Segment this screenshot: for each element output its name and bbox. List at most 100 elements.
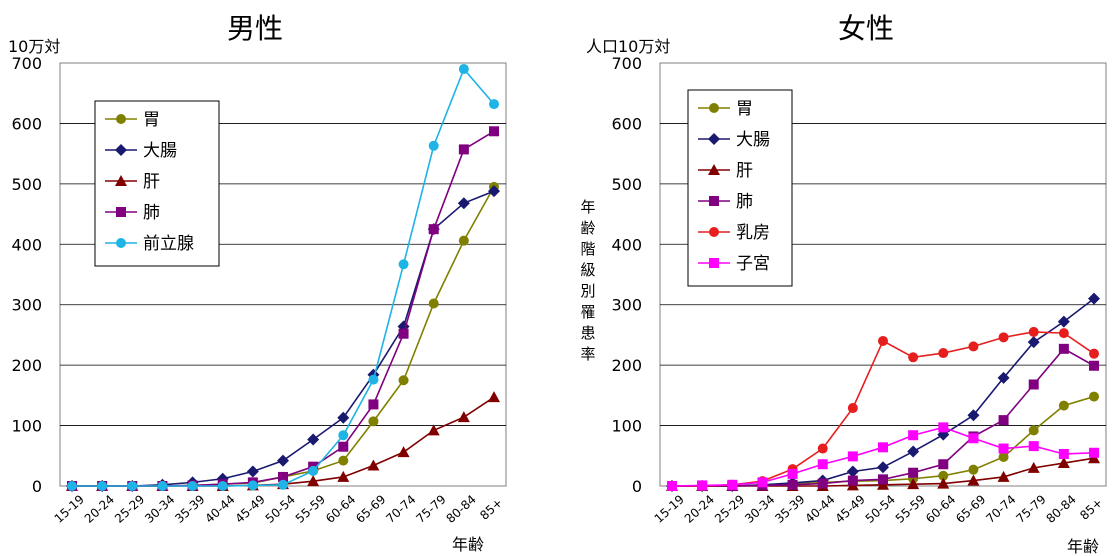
data-point xyxy=(458,235,469,246)
data-point xyxy=(1057,457,1070,469)
y-axis-vertical-char: 階 xyxy=(580,240,595,258)
data-point xyxy=(307,433,320,446)
y-tick-label: 700 xyxy=(611,54,642,73)
legend-box xyxy=(687,89,793,287)
legend-label: 胃 xyxy=(736,99,753,119)
data-point xyxy=(247,480,258,491)
data-point xyxy=(938,459,949,470)
data-point xyxy=(1089,391,1099,402)
legend-item: 大腸 xyxy=(105,141,177,161)
data-point xyxy=(1058,328,1069,339)
data-point xyxy=(787,468,798,479)
legend-item: 大腸 xyxy=(698,130,770,150)
data-point xyxy=(489,99,499,110)
y-axis-vertical-char: 年 xyxy=(580,198,595,216)
y-tick-label: 200 xyxy=(611,356,642,375)
y-tick-label: 100 xyxy=(611,417,642,436)
legend-label: 乳房 xyxy=(736,223,770,243)
data-point xyxy=(908,430,919,441)
legend-marker xyxy=(709,227,719,237)
x-tick-label: 65-69 xyxy=(953,492,988,526)
data-point xyxy=(1057,315,1070,328)
data-point xyxy=(338,430,349,441)
plot-area: 0 100 200 300 400 500 600 700 15-1920-2425-2930-… xyxy=(611,54,1107,526)
data-point xyxy=(1028,441,1039,452)
data-point xyxy=(277,454,289,467)
y-unit-label: 10万対 xyxy=(8,37,60,56)
legend-label: 子宮 xyxy=(736,254,770,274)
series-前立腺 xyxy=(67,64,499,491)
y-tick-label: 0 xyxy=(632,477,642,496)
x-tick-label: 80-84 xyxy=(1044,492,1079,526)
y-unit-label: 人口10万対 xyxy=(586,37,670,56)
data-point xyxy=(458,64,469,75)
data-point xyxy=(907,478,920,490)
data-point xyxy=(817,478,828,489)
legend-marker xyxy=(116,238,126,248)
data-point xyxy=(338,441,349,452)
data-point xyxy=(998,451,1009,462)
data-point xyxy=(1058,400,1069,411)
data-point xyxy=(1088,292,1100,305)
x-tick-label: 25-29 xyxy=(712,492,747,526)
x-tick-label: 75-79 xyxy=(413,492,448,526)
data-point xyxy=(187,481,198,491)
data-point xyxy=(338,455,349,466)
x-tick-label: 50-54 xyxy=(263,492,298,526)
data-point xyxy=(727,479,738,490)
x-tick-label: 80-84 xyxy=(444,492,479,526)
data-point xyxy=(998,415,1009,426)
legend-item: 肺 xyxy=(105,203,160,223)
data-point xyxy=(488,185,500,198)
x-tick-label: 45-49 xyxy=(233,492,268,526)
data-point xyxy=(998,332,1009,343)
x-tick-label: 25-29 xyxy=(112,492,147,526)
legend-marker xyxy=(115,175,127,186)
legend-marker xyxy=(708,164,720,175)
data-point xyxy=(967,474,980,486)
x-tick-label: 20-24 xyxy=(82,492,117,526)
data-point xyxy=(937,477,950,489)
legend-label: 肝 xyxy=(736,161,753,181)
legend-label: 前立腺 xyxy=(143,234,194,254)
x-tick-label: 20-24 xyxy=(682,492,717,526)
data-point xyxy=(307,475,320,487)
data-point xyxy=(1089,447,1099,458)
data-point xyxy=(967,409,980,422)
data-point xyxy=(67,481,77,491)
legend-item: 肺 xyxy=(698,192,753,212)
data-point xyxy=(1058,343,1069,354)
data-point xyxy=(1027,461,1040,473)
y-tick-label: 500 xyxy=(11,175,42,194)
y-axis-vertical-char: 率 xyxy=(580,345,595,363)
legend-item: 肝 xyxy=(105,172,160,192)
data-point xyxy=(968,433,979,444)
x-tick-label: 70-74 xyxy=(983,492,1018,526)
legend-label: 肺 xyxy=(143,203,160,223)
data-point xyxy=(368,374,379,385)
x-tick-label: 40-44 xyxy=(802,492,837,526)
y-axis-vertical-char: 齢 xyxy=(580,219,595,237)
data-point xyxy=(457,411,470,423)
data-point xyxy=(847,451,858,462)
data-point xyxy=(847,403,858,414)
data-point xyxy=(938,470,949,481)
y-axis-vertical-char: 患 xyxy=(580,324,595,342)
data-point xyxy=(398,328,409,339)
data-point xyxy=(1089,348,1099,359)
y-axis-vertical-char: 罹 xyxy=(580,303,595,321)
data-point xyxy=(878,442,888,453)
data-point xyxy=(908,352,919,363)
legend-marker xyxy=(116,114,126,124)
data-point xyxy=(938,348,949,359)
data-point xyxy=(368,399,379,410)
y-tick-label: 200 xyxy=(11,356,42,375)
data-point xyxy=(1028,379,1039,390)
data-point xyxy=(1028,425,1039,436)
y-tick-label: 500 xyxy=(611,175,642,194)
y-axis-vertical-char: 級 xyxy=(580,261,595,279)
